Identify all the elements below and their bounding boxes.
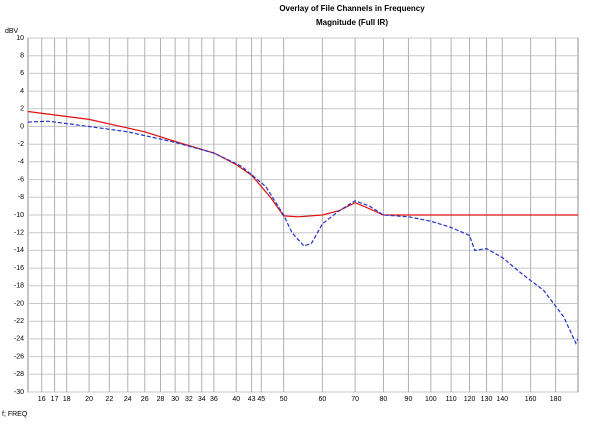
- y-tick-label: 6: [20, 70, 24, 77]
- x-tick-label: 26: [141, 396, 149, 403]
- x-tick-label: 30: [171, 396, 179, 403]
- y-tick-label: -2: [18, 141, 24, 148]
- x-tick-label: 130: [481, 396, 493, 403]
- y-tick-label: -16: [14, 265, 24, 272]
- series-line: [27, 110, 578, 218]
- y-tick-label: -24: [14, 336, 24, 343]
- x-tick-label: 40: [232, 396, 240, 403]
- y-tick-label: -6: [18, 176, 24, 183]
- y-tick-label: -12: [14, 230, 24, 237]
- x-tick-label: 36: [210, 396, 218, 403]
- y-tick-label: -10: [14, 212, 24, 219]
- x-tick-label: 70: [351, 396, 359, 403]
- x-tick-label: 50: [280, 396, 288, 403]
- y-tick-label: -30: [14, 389, 24, 396]
- y-tick-label: -4: [18, 159, 24, 166]
- x-tick-label: 140: [496, 396, 508, 403]
- y-tick-label: 2: [20, 106, 24, 113]
- x-tick-label: 45: [257, 396, 265, 403]
- y-tick-label: -28: [14, 371, 24, 378]
- x-tick-label: 160: [525, 396, 537, 403]
- y-tick-label: -26: [14, 353, 24, 360]
- y-tick-label: -20: [14, 300, 24, 307]
- y-axis-label: dBV: [5, 28, 19, 35]
- x-tick-label: 110: [445, 396, 456, 403]
- x-tick-label: 34: [198, 396, 206, 403]
- x-tick-label: 60: [318, 396, 326, 403]
- chart-subtitle: Magnitude (Full IR): [316, 18, 388, 27]
- x-tick-label: 16: [38, 396, 46, 403]
- y-tick-label: 0: [20, 123, 24, 130]
- x-tick-label: 18: [63, 396, 71, 403]
- x-tick-label: 20: [85, 396, 93, 403]
- x-tick-label: 100: [425, 396, 437, 403]
- x-tick-label: 120: [464, 396, 476, 403]
- x-tick-label: 180: [550, 396, 562, 403]
- x-tick-label: 28: [157, 396, 165, 403]
- x-tick-label: 90: [405, 396, 413, 403]
- x-tick-label: 24: [124, 396, 132, 403]
- x-tick-label: 32: [185, 396, 193, 403]
- y-tick-label: -18: [14, 283, 24, 290]
- y-tick-label: 4: [20, 88, 24, 95]
- y-tick-label: 8: [20, 53, 24, 60]
- x-tick-label: 22: [105, 396, 113, 403]
- x-tick-label: 43: [248, 396, 256, 403]
- y-tick-label: 10: [16, 35, 24, 42]
- chart-title: Overlay of File Channels in Frequency: [279, 4, 425, 13]
- y-tick-label: -14: [14, 247, 24, 254]
- y-tick-label: -22: [14, 318, 24, 325]
- x-axis-label: f; FREQ: [2, 411, 28, 418]
- y-tick-label: -8: [18, 194, 24, 201]
- x-tick-label: 17: [51, 396, 59, 403]
- series-line: [27, 120, 579, 345]
- x-tick-label: 80: [380, 396, 388, 403]
